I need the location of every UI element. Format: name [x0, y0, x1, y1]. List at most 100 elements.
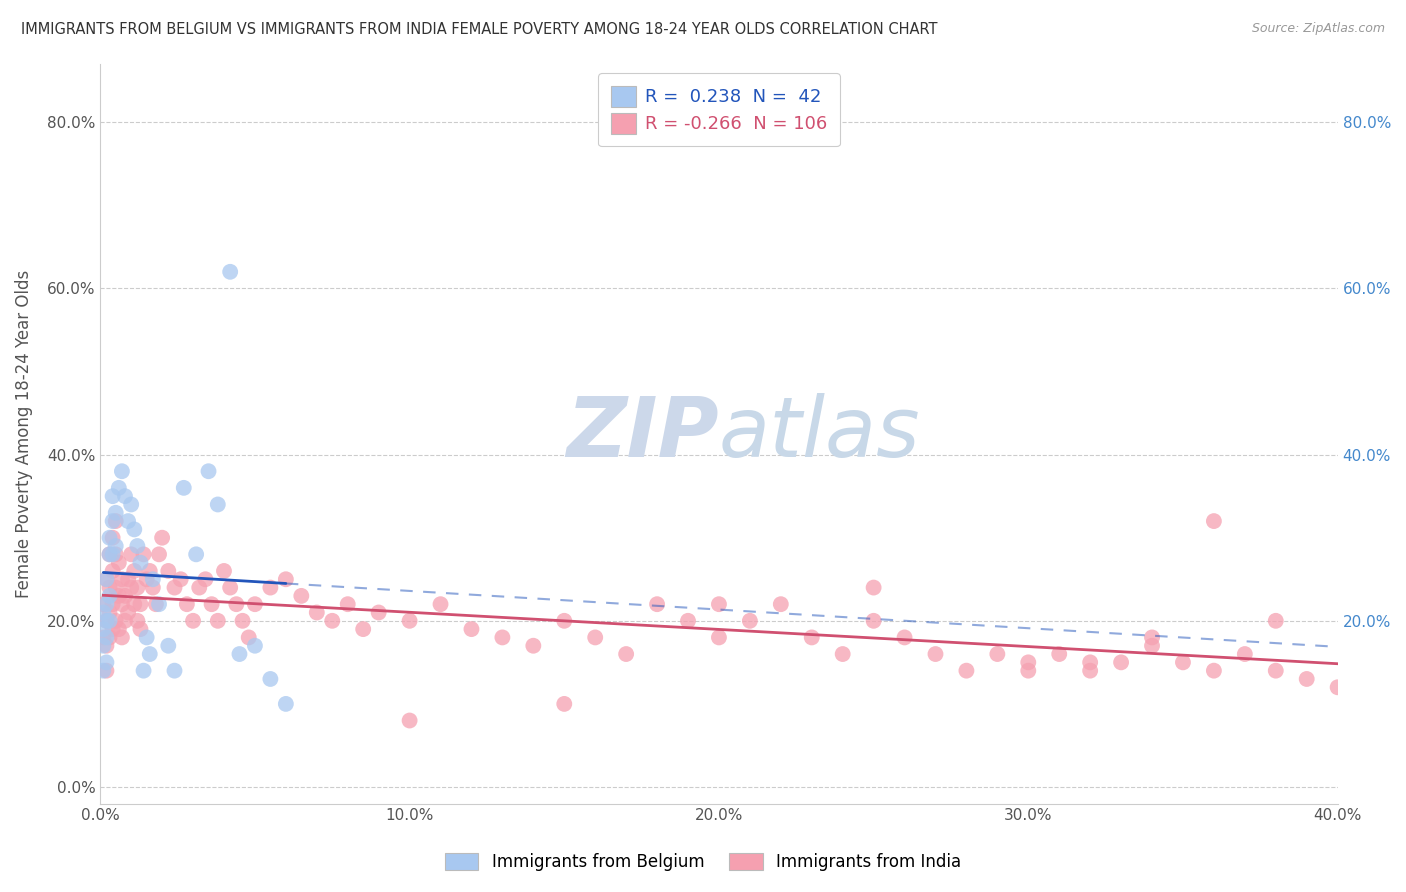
Point — [108, 556, 131, 570]
Point — [93, 639, 115, 653]
Point — [522, 639, 544, 653]
Point — [132, 664, 155, 678]
Point — [1109, 656, 1132, 670]
Point — [181, 614, 204, 628]
Point — [553, 614, 575, 628]
Point — [163, 581, 186, 595]
Point — [96, 631, 118, 645]
Point — [104, 506, 127, 520]
Point — [1078, 656, 1101, 670]
Point — [124, 597, 146, 611]
Point — [101, 564, 124, 578]
Point — [111, 631, 134, 645]
Point — [117, 606, 139, 620]
Point — [170, 572, 193, 586]
Point — [176, 597, 198, 611]
Point — [862, 581, 884, 595]
Point — [135, 631, 157, 645]
Point — [1047, 647, 1070, 661]
Point — [98, 547, 121, 561]
Point — [111, 464, 134, 478]
Point — [955, 664, 977, 678]
Point — [129, 556, 152, 570]
Point — [207, 498, 229, 512]
Point — [114, 589, 136, 603]
Point — [104, 614, 127, 628]
Point — [98, 581, 121, 595]
Point — [108, 481, 131, 495]
Point — [243, 597, 266, 611]
Point — [212, 564, 235, 578]
Point — [111, 572, 134, 586]
Point — [1202, 664, 1225, 678]
Point — [800, 631, 823, 645]
Point — [96, 664, 118, 678]
Point — [225, 597, 247, 611]
Point — [831, 647, 853, 661]
Point — [738, 614, 761, 628]
Point — [1264, 664, 1286, 678]
Point — [207, 614, 229, 628]
Point — [352, 622, 374, 636]
Point — [336, 597, 359, 611]
Point — [93, 606, 115, 620]
Point — [367, 606, 389, 620]
Point — [93, 597, 115, 611]
Point — [108, 589, 131, 603]
Point — [614, 647, 637, 661]
Point — [707, 597, 730, 611]
Point — [238, 631, 260, 645]
Point — [583, 631, 606, 645]
Point — [111, 597, 134, 611]
Point — [243, 639, 266, 653]
Point — [101, 531, 124, 545]
Point — [124, 564, 146, 578]
Point — [197, 464, 219, 478]
Point — [769, 597, 792, 611]
Point — [429, 597, 451, 611]
Point — [120, 498, 142, 512]
Point — [219, 265, 242, 279]
Point — [96, 572, 118, 586]
Point — [96, 572, 118, 586]
Point — [124, 522, 146, 536]
Legend: Immigrants from Belgium, Immigrants from India: Immigrants from Belgium, Immigrants from… — [437, 845, 969, 880]
Point — [117, 572, 139, 586]
Point — [98, 589, 121, 603]
Point — [173, 481, 195, 495]
Point — [98, 547, 121, 561]
Point — [96, 614, 118, 628]
Point — [862, 614, 884, 628]
Point — [139, 564, 162, 578]
Point — [114, 489, 136, 503]
Point — [1264, 614, 1286, 628]
Point — [101, 489, 124, 503]
Point — [986, 647, 1008, 661]
Point — [117, 514, 139, 528]
Point — [142, 581, 165, 595]
Point — [893, 631, 915, 645]
Point — [148, 597, 170, 611]
Text: atlas: atlas — [718, 393, 921, 475]
Point — [93, 664, 115, 678]
Y-axis label: Female Poverty Among 18-24 Year Olds: Female Poverty Among 18-24 Year Olds — [15, 269, 32, 598]
Point — [148, 547, 170, 561]
Point — [98, 631, 121, 645]
Point — [135, 572, 157, 586]
Point — [491, 631, 513, 645]
Point — [120, 581, 142, 595]
Point — [321, 614, 343, 628]
Point — [707, 631, 730, 645]
Point — [101, 622, 124, 636]
Point — [93, 631, 115, 645]
Point — [98, 614, 121, 628]
Point — [1295, 672, 1317, 686]
Text: Source: ZipAtlas.com: Source: ZipAtlas.com — [1251, 22, 1385, 36]
Point — [108, 622, 131, 636]
Legend: R =  0.238  N =  42, R = -0.266  N = 106: R = 0.238 N = 42, R = -0.266 N = 106 — [598, 73, 839, 146]
Point — [132, 547, 155, 561]
Point — [96, 614, 118, 628]
Point — [232, 614, 254, 628]
Point — [150, 531, 173, 545]
Point — [101, 547, 124, 561]
